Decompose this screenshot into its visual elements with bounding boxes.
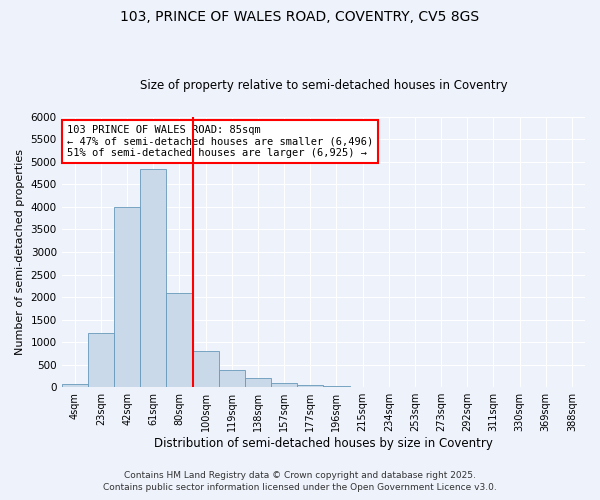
Y-axis label: Number of semi-detached properties: Number of semi-detached properties [15, 149, 25, 355]
Bar [114, 207, 140, 387]
Bar [62, 384, 88, 387]
Bar [245, 378, 271, 387]
Bar [350, 386, 376, 387]
Text: Contains HM Land Registry data © Crown copyright and database right 2025.
Contai: Contains HM Land Registry data © Crown c… [103, 471, 497, 492]
X-axis label: Distribution of semi-detached houses by size in Coventry: Distribution of semi-detached houses by … [154, 437, 493, 450]
Title: Size of property relative to semi-detached houses in Coventry: Size of property relative to semi-detach… [140, 79, 507, 92]
Bar [88, 333, 114, 387]
Text: 103 PRINCE OF WALES ROAD: 85sqm
← 47% of semi-detached houses are smaller (6,496: 103 PRINCE OF WALES ROAD: 85sqm ← 47% of… [67, 125, 373, 158]
Bar [323, 386, 350, 387]
Bar [297, 385, 323, 387]
Bar [140, 168, 166, 387]
Bar [271, 382, 297, 387]
Bar [166, 292, 193, 387]
Bar [218, 370, 245, 387]
Text: 103, PRINCE OF WALES ROAD, COVENTRY, CV5 8GS: 103, PRINCE OF WALES ROAD, COVENTRY, CV5… [121, 10, 479, 24]
Bar [193, 351, 218, 387]
